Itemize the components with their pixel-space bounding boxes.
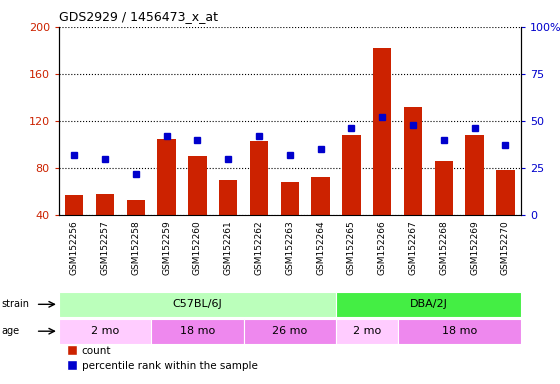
Text: GDS2929 / 1456473_x_at: GDS2929 / 1456473_x_at: [59, 10, 218, 23]
Bar: [465, 135, 484, 215]
Bar: [96, 194, 114, 215]
Text: GSM152269: GSM152269: [470, 220, 479, 275]
Bar: [435, 161, 453, 215]
Legend: count, percentile rank within the sample: count, percentile rank within the sample: [64, 341, 262, 375]
Bar: [281, 182, 299, 215]
Text: GSM152263: GSM152263: [285, 220, 295, 275]
Bar: [59, 292, 336, 317]
Text: age: age: [1, 326, 19, 336]
Bar: [342, 135, 361, 215]
Bar: [373, 48, 391, 215]
Bar: [157, 139, 176, 215]
Text: GSM152267: GSM152267: [408, 220, 418, 275]
Text: C57BL/6J: C57BL/6J: [172, 299, 222, 310]
Bar: [59, 319, 151, 344]
Text: GSM152265: GSM152265: [347, 220, 356, 275]
Text: 26 mo: 26 mo: [272, 326, 307, 336]
Text: GSM152257: GSM152257: [100, 220, 110, 275]
Bar: [398, 319, 521, 344]
Bar: [151, 319, 244, 344]
Text: GSM152256: GSM152256: [69, 220, 79, 275]
Text: GSM152258: GSM152258: [131, 220, 141, 275]
Text: GSM152270: GSM152270: [501, 220, 510, 275]
Text: strain: strain: [1, 299, 29, 310]
Bar: [404, 107, 422, 215]
Text: 2 mo: 2 mo: [91, 326, 119, 336]
Bar: [311, 177, 330, 215]
Bar: [188, 156, 207, 215]
Text: DBA/2J: DBA/2J: [409, 299, 447, 310]
Bar: [336, 319, 398, 344]
Bar: [336, 292, 521, 317]
Text: 18 mo: 18 mo: [180, 326, 215, 336]
Text: 18 mo: 18 mo: [442, 326, 477, 336]
Bar: [496, 170, 515, 215]
Bar: [127, 200, 145, 215]
Text: 2 mo: 2 mo: [353, 326, 381, 336]
Text: GSM152268: GSM152268: [439, 220, 449, 275]
Text: GSM152266: GSM152266: [377, 220, 387, 275]
Text: GSM152259: GSM152259: [162, 220, 171, 275]
Bar: [250, 141, 268, 215]
Bar: [65, 195, 83, 215]
Text: GSM152261: GSM152261: [223, 220, 233, 275]
Bar: [244, 319, 336, 344]
Text: GSM152260: GSM152260: [193, 220, 202, 275]
Text: GSM152262: GSM152262: [254, 220, 264, 275]
Text: GSM152264: GSM152264: [316, 220, 325, 275]
Bar: [219, 180, 237, 215]
